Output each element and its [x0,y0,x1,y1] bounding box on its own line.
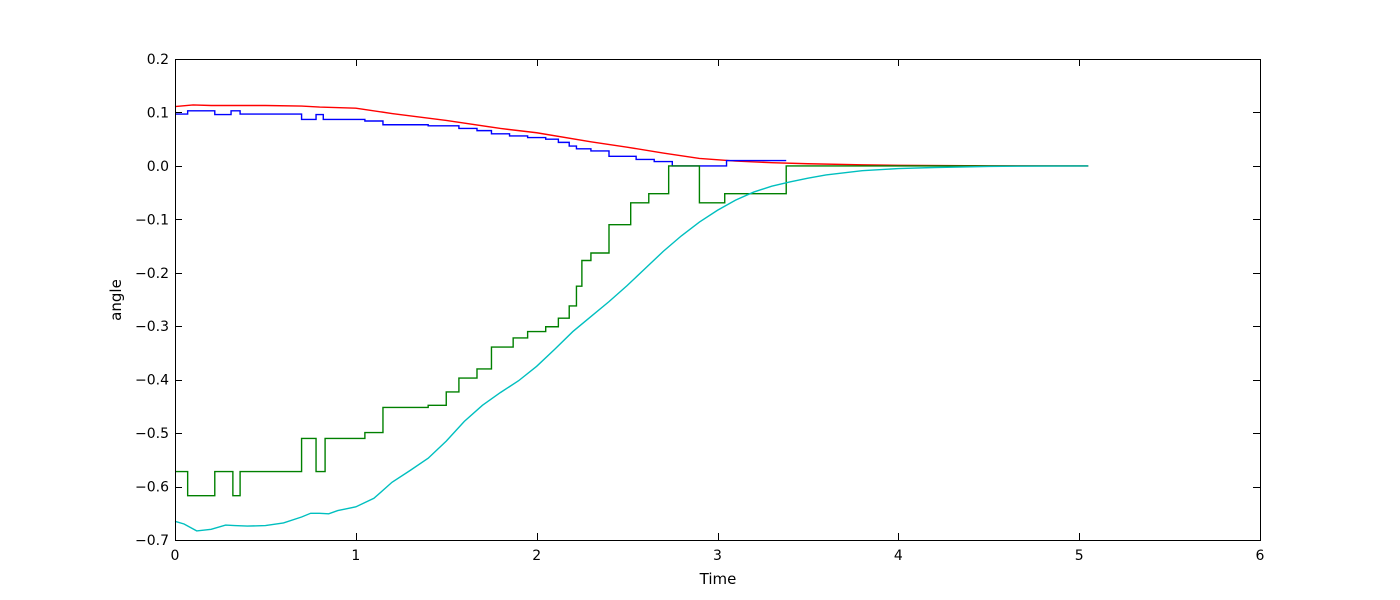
y-axis-label: angle [107,279,125,321]
y-tick-label: 0.0 [147,159,169,175]
y-tick-label: −0.1 [135,212,169,228]
series-layer [174,104,1089,532]
y-tick-label: −0.4 [135,373,169,389]
x-tick-label: 3 [713,548,722,564]
ticks-layer: 0 1 2 3 4 5 6 −0.7 −0.6 −0.5 −0.4 −0.3 −0.2 −0.1 0.0 0.… [135,52,1265,564]
series-line-3 [175,165,1089,497]
series-line-2 [175,110,787,167]
x-tick-label: 2 [532,548,541,564]
y-tick-label: −0.2 [135,266,169,282]
y-tick-label: −0.7 [135,533,169,549]
x-axis-label: Time [699,570,737,588]
series-line-1 [174,104,1089,167]
y-tick-label: −0.5 [135,426,169,442]
x-tick-label: 4 [894,548,903,564]
y-tick-label: 0.1 [147,105,169,121]
y-tick-label: −0.3 [135,319,169,335]
x-tick-label: 6 [1256,548,1265,564]
x-tick-label: 0 [171,548,180,564]
x-tick-label: 5 [1075,548,1084,564]
y-tick-label: 0.2 [147,52,169,68]
y-tick-label: −0.6 [135,480,169,496]
x-tick-label: 1 [351,548,360,564]
series-line-4 [174,165,1089,532]
